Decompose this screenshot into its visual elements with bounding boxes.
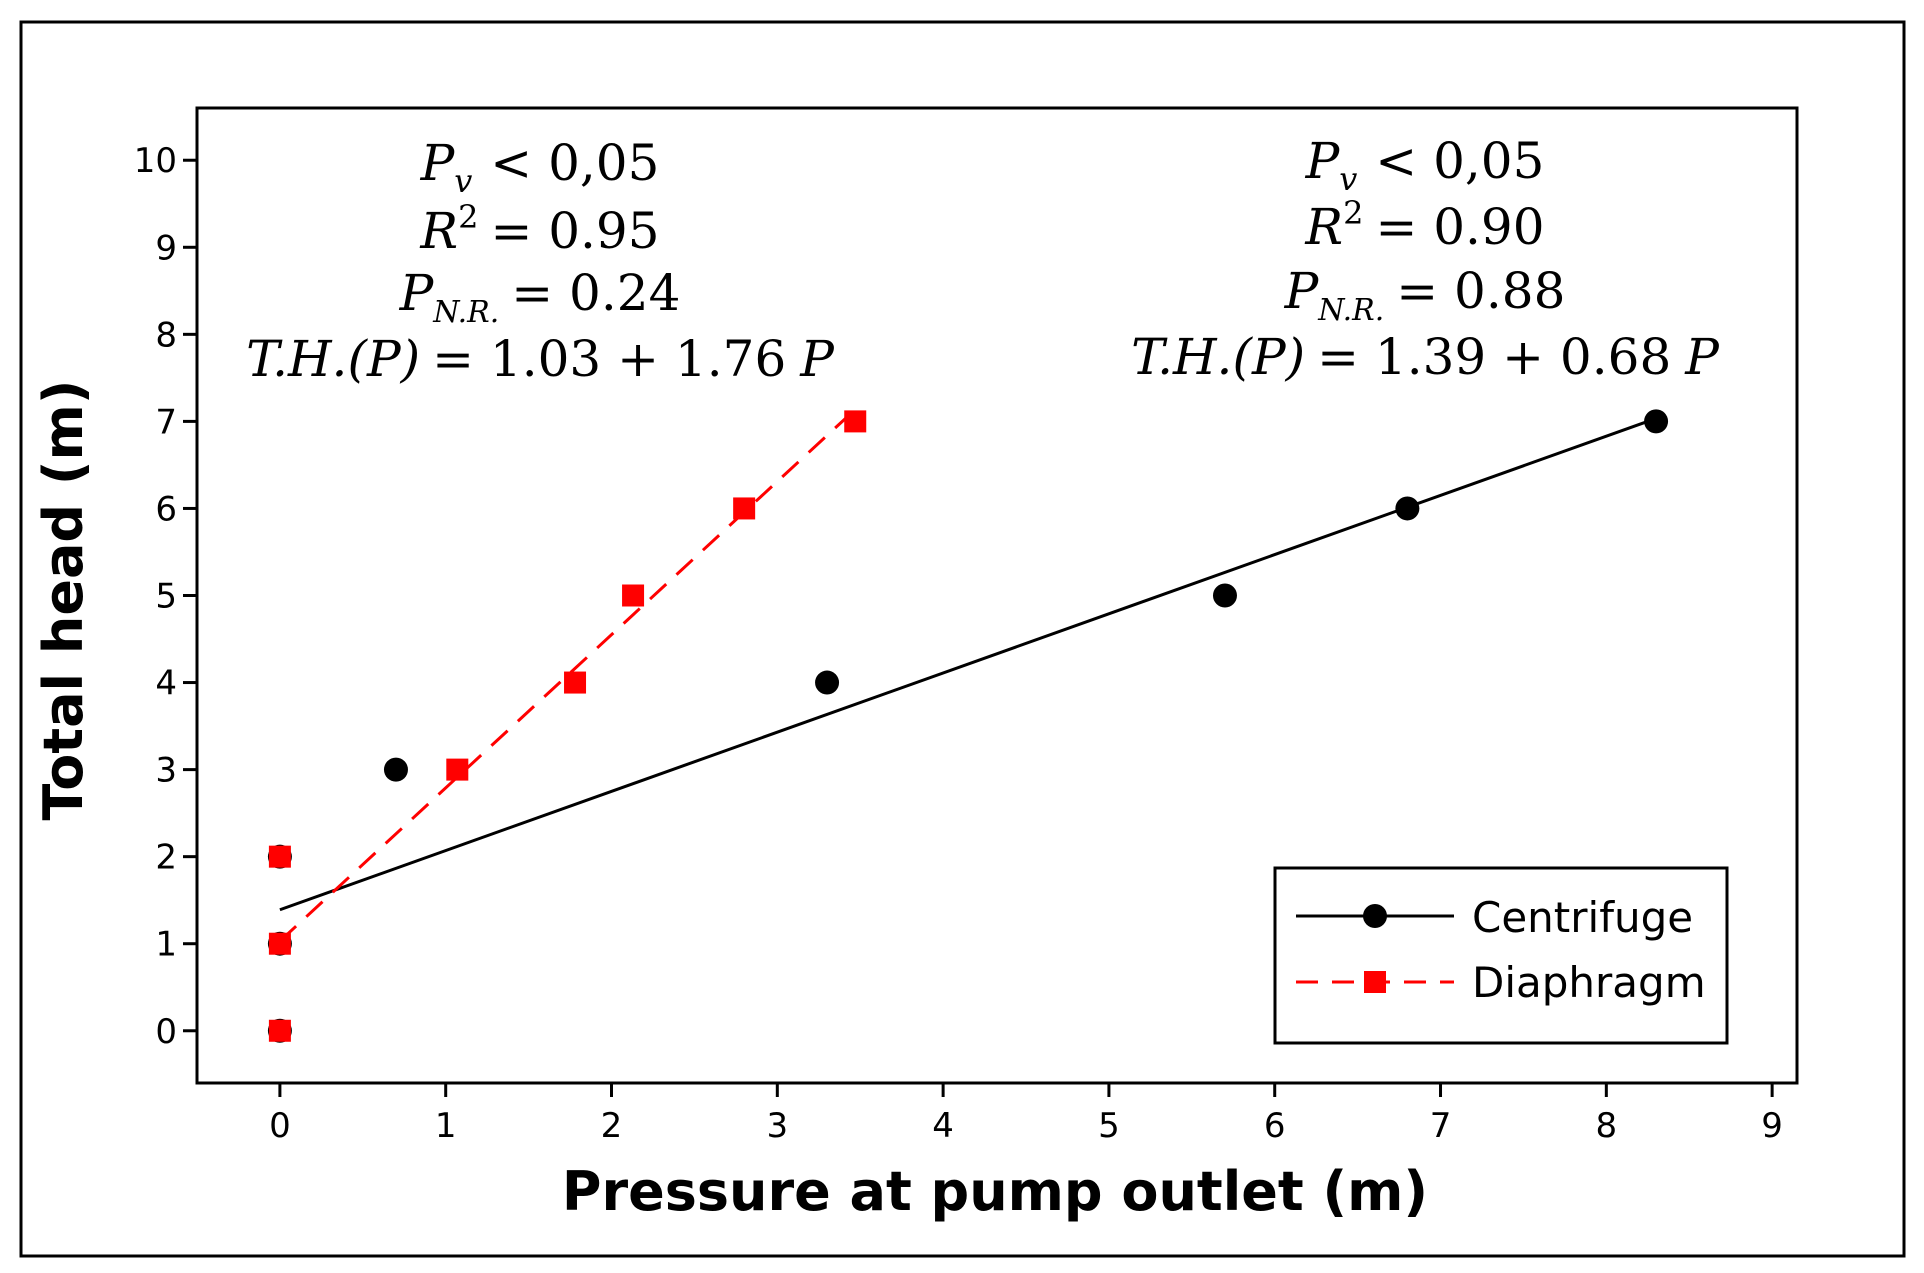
y-tick-label: 9: [155, 228, 177, 268]
x-tick-label: 0: [269, 1106, 291, 1146]
y-tick-label: 1: [155, 925, 177, 965]
legend-marker-diaphragm: [1364, 971, 1386, 993]
y-tick-label: 6: [155, 489, 177, 529]
x-tick-label: 2: [601, 1106, 623, 1146]
y-tick-label: 5: [155, 577, 177, 617]
y-axis: 0 1 2 3 4 5 6 7 8 9 10: [134, 141, 197, 1052]
point-diaphragm: [268, 845, 291, 868]
y-tick-label: 2: [155, 838, 177, 878]
point-diaphragm: [844, 410, 867, 433]
x-tick-label: 7: [1430, 1106, 1452, 1146]
y-tick-label: 0: [155, 1012, 177, 1052]
centrifuge-pnr: PN.R. = 0.88: [1284, 262, 1566, 328]
legend: Centrifuge Diaphragm: [1273, 866, 1729, 1045]
diaphragm-pv: Pv < 0,05: [420, 134, 660, 200]
y-tick-label: 4: [155, 664, 177, 704]
x-tick-label: 1: [435, 1106, 457, 1146]
point-centrifuge: [383, 757, 408, 782]
point-diaphragm: [268, 932, 291, 955]
fit-line-diaphragm: [278, 408, 857, 943]
legend-label-diaphragm: Diaphragm: [1472, 958, 1706, 1007]
point-centrifuge: [1212, 583, 1237, 608]
x-tick-label: 9: [1761, 1106, 1783, 1146]
legend-box: [1273, 866, 1729, 1045]
regression-lines: [278, 408, 1657, 943]
point-centrifuge: [815, 670, 840, 695]
x-tick-label: 4: [932, 1106, 954, 1146]
point-diaphragm: [564, 671, 587, 694]
centrifuge-equation: T.H.(P) = 1.39 + 0.68 P: [1131, 328, 1720, 386]
point-diaphragm: [733, 497, 756, 520]
y-tick-label: 7: [155, 402, 177, 442]
x-tick-label: 8: [1596, 1106, 1618, 1146]
figure-frame: [19, 20, 1906, 1258]
data-markers: [267, 409, 1669, 1043]
diaphragm-equation: T.H.(P) = 1.03 + 1.76 P: [246, 330, 835, 388]
point-diaphragm: [268, 1019, 291, 1042]
centrifuge-r2: R2 = 0.90: [1304, 194, 1544, 256]
y-tick-label: 3: [155, 751, 177, 791]
legend-marker-centrifuge: [1363, 904, 1387, 928]
point-diaphragm: [446, 758, 469, 781]
x-axis-title: Pressure at pump outlet (m): [562, 1160, 1428, 1223]
x-tick-label: 6: [1264, 1106, 1286, 1146]
fit-line-centrifuge: [279, 417, 1657, 912]
x-tick-label: 3: [766, 1106, 788, 1146]
y-tick-label: 10: [134, 141, 177, 181]
point-diaphragm: [622, 584, 645, 607]
centrifuge-stats-annotation: Pv < 0,05 R2 = 0.90 PN.R. = 0.88 T.H.(P) = 1…: [1131, 132, 1720, 386]
y-tick-label: 8: [155, 315, 177, 355]
diaphragm-r2: R2 = 0.95: [419, 198, 659, 260]
legend-label-centrifuge: Centrifuge: [1472, 893, 1693, 942]
point-centrifuge: [1644, 409, 1669, 434]
y-axis-title: Total head (m): [32, 380, 95, 821]
centrifuge-pv: Pv < 0,05: [1305, 132, 1545, 198]
diaphragm-stats-annotation: Pv < 0,05 R2 = 0.95 PN.R. = 0.24 T.H.(P) = 1…: [246, 134, 835, 388]
diaphragm-pnr: PN.R. = 0.24: [399, 264, 681, 330]
x-tick-label: 5: [1098, 1106, 1120, 1146]
point-centrifuge: [1395, 496, 1420, 521]
x-axis: 0 1 2 3 4 5 6 7 8 9: [269, 1083, 1783, 1146]
